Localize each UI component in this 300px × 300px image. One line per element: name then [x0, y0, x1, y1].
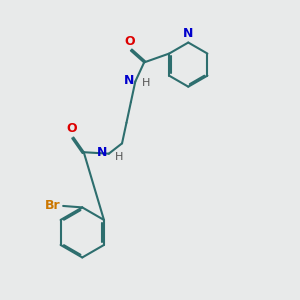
Text: H: H: [115, 152, 124, 162]
Text: N: N: [183, 27, 194, 40]
Text: H: H: [142, 78, 150, 88]
Text: O: O: [124, 35, 135, 48]
Text: N: N: [97, 146, 107, 159]
Text: N: N: [123, 74, 134, 87]
Text: Br: Br: [45, 199, 60, 212]
Text: O: O: [67, 122, 77, 135]
